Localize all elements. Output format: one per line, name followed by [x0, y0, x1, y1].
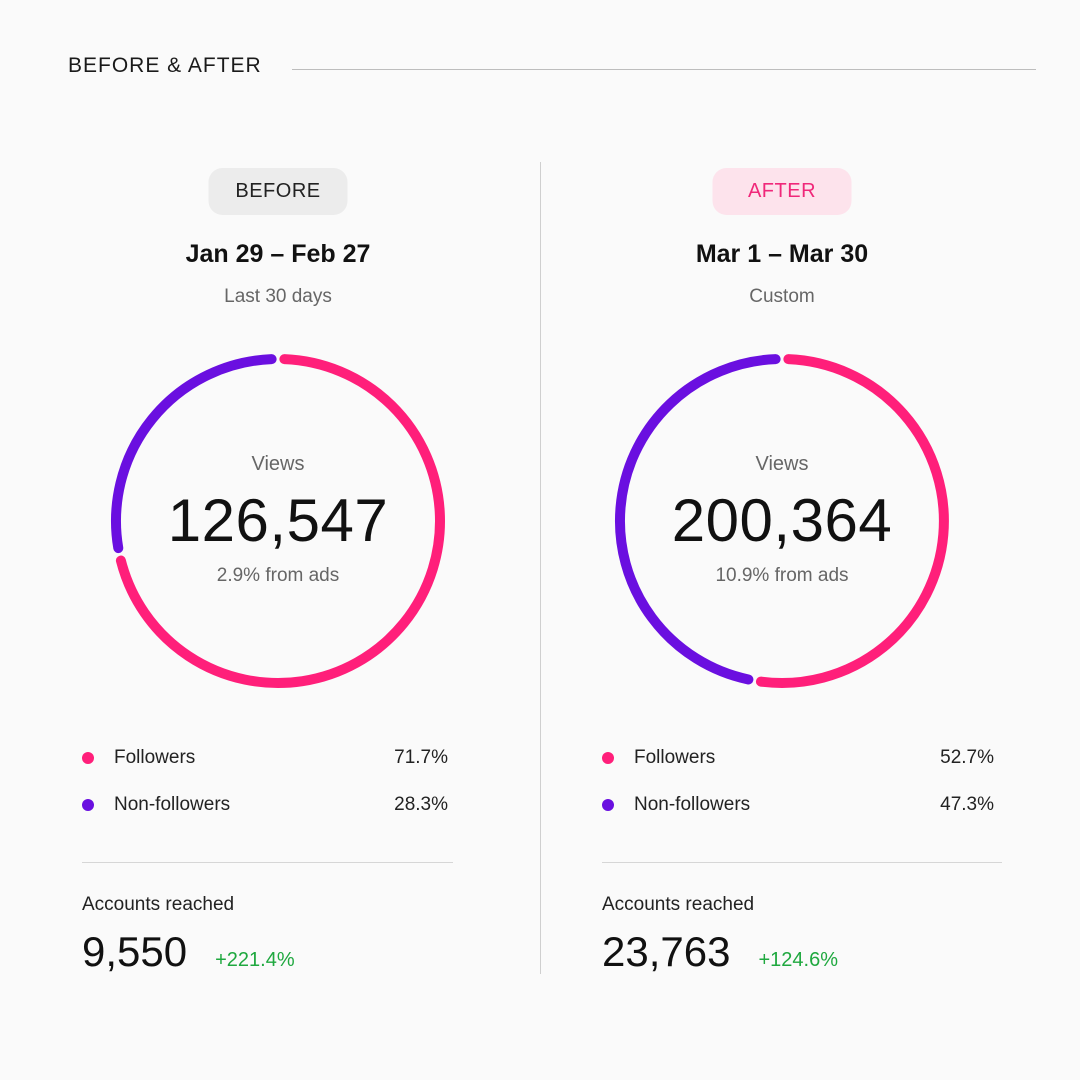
- date-range: Mar 1 – Mar 30: [695, 240, 869, 268]
- legend-row-followers: Followers 71.7%: [82, 745, 448, 771]
- accounts-reached-value: 9,550: [82, 928, 188, 975]
- accounts-reached-row: 23,763 +124.6%: [602, 928, 838, 976]
- date-range-preset: Last 30 days: [224, 286, 332, 307]
- panel-divider: [540, 162, 541, 974]
- legend-percent: 52.7%: [940, 747, 994, 768]
- views-donut-chart: [108, 351, 448, 691]
- followers-dot: [602, 752, 614, 764]
- legend-label: Followers: [114, 747, 196, 768]
- accounts-reached-label: Accounts reached: [602, 894, 755, 915]
- section-divider: [602, 862, 1002, 863]
- legend-label: Non-followers: [114, 794, 231, 815]
- before-tag: BEFORE: [208, 168, 348, 215]
- date-range: Jan 29 – Feb 27: [185, 240, 371, 268]
- accounts-reached-change: +221.4%: [215, 949, 295, 971]
- non-followers-segment: [614, 354, 781, 685]
- header-rule: [292, 69, 1036, 70]
- views-label: Views: [251, 453, 305, 475]
- date-range-preset: Custom: [749, 286, 815, 307]
- views-label: Views: [755, 453, 809, 475]
- accounts-reached-change: +124.6%: [758, 949, 838, 971]
- before-panel: BEFORE Jan 29 – Feb 27 Last 30 days View…: [78, 0, 478, 1080]
- donut-svg: [614, 354, 949, 688]
- accounts-reached-value: 23,763: [602, 928, 731, 975]
- donut-svg: [111, 354, 445, 688]
- views-value: 200,364: [671, 487, 893, 554]
- followers-segment: [115, 354, 445, 688]
- legend-row-followers: Followers 52.7%: [602, 745, 994, 771]
- legend-label: Followers: [634, 747, 716, 768]
- accounts-reached-label: Accounts reached: [82, 894, 235, 915]
- legend-row-non-followers: Non-followers 28.3%: [82, 792, 448, 818]
- non-followers-segment: [111, 354, 277, 554]
- followers-segment: [755, 354, 949, 688]
- ads-share: 2.9% from ads: [216, 565, 340, 586]
- legend-row-non-followers: Non-followers 47.3%: [602, 792, 994, 818]
- views-value: 126,547: [167, 487, 389, 554]
- section-divider: [82, 862, 453, 863]
- legend-percent: 47.3%: [940, 794, 994, 815]
- after-tag: AFTER: [712, 168, 852, 215]
- page-title: BEFORE & AFTER: [68, 54, 262, 77]
- ads-share: 10.9% from ads: [715, 565, 849, 586]
- followers-dot: [82, 752, 94, 764]
- accounts-reached-row: 9,550 +221.4%: [82, 928, 295, 976]
- non-followers-dot: [82, 799, 94, 811]
- non-followers-dot: [602, 799, 614, 811]
- legend-label: Non-followers: [634, 794, 751, 815]
- legend-percent: 71.7%: [394, 747, 448, 768]
- legend-percent: 28.3%: [394, 794, 448, 815]
- views-donut-chart: [612, 351, 952, 691]
- after-panel: AFTER Mar 1 – Mar 30 Custom Views 200,36…: [582, 0, 1002, 1080]
